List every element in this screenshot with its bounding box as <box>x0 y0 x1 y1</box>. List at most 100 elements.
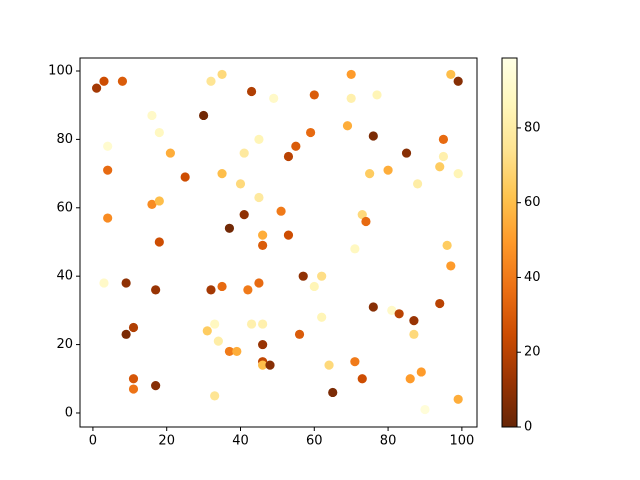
scatter-point <box>206 285 216 295</box>
colorbar-tick-label: 40 <box>524 270 541 285</box>
scatter-point <box>438 134 449 144</box>
scatter-point <box>420 404 430 415</box>
scatter-point <box>235 179 246 189</box>
scatter-point <box>361 216 371 227</box>
scatter-point <box>383 165 393 175</box>
scatter-point <box>254 192 264 203</box>
scatter-point <box>210 391 220 401</box>
scatter-point <box>239 210 249 220</box>
y-tick-label: 0 <box>65 405 73 420</box>
scatter-point <box>258 240 268 251</box>
colorbar <box>501 57 518 428</box>
y-tick-label: 100 <box>48 63 73 78</box>
x-tick-label: 100 <box>449 434 474 449</box>
colorbar-tick-label: 80 <box>524 120 541 135</box>
scatter-point <box>154 196 164 206</box>
y-tick-label: 20 <box>56 337 73 352</box>
scatter-point <box>246 319 257 329</box>
scatter-point <box>298 271 308 281</box>
scatter-point <box>357 374 367 384</box>
scatter-point <box>269 93 279 103</box>
scatter-point <box>412 179 423 189</box>
scatter-point <box>213 336 223 346</box>
scatter-point <box>401 148 412 158</box>
x-tick-label: 20 <box>158 434 175 449</box>
scatter-point <box>147 110 157 121</box>
scatter-point <box>372 90 382 100</box>
scatter-point <box>258 319 268 329</box>
scatter-point <box>294 329 305 339</box>
scatter-point <box>224 223 235 233</box>
scatter-point <box>128 384 139 394</box>
scatter-point <box>154 127 164 138</box>
scatter-point <box>405 374 415 384</box>
scatter-point <box>368 302 378 312</box>
scatter-point <box>246 86 257 97</box>
x-tick-label: 40 <box>232 434 249 449</box>
y-tick-label: 40 <box>56 269 73 284</box>
plot-frame <box>79 57 478 428</box>
scatter-point <box>350 244 360 254</box>
scatter-point <box>151 381 161 391</box>
scatter-point <box>346 69 356 80</box>
scatter-point <box>210 319 220 329</box>
scatter-point <box>202 326 212 336</box>
scatter-point <box>453 394 463 404</box>
scatter-point <box>103 165 113 175</box>
scatter-point <box>291 141 301 151</box>
scatter-point <box>258 230 268 240</box>
scatter-point <box>342 121 353 131</box>
scatter-point <box>435 298 445 309</box>
scatter-point <box>394 309 404 319</box>
scatter-point <box>368 131 378 141</box>
scatter-point <box>165 148 175 158</box>
scatter-point <box>232 346 242 357</box>
x-tick-label: 80 <box>380 434 397 449</box>
scatter-point <box>409 316 419 326</box>
scatter-point <box>180 172 190 182</box>
scatter-point <box>117 76 128 86</box>
scatter-point <box>121 278 131 288</box>
colorbar-tick-label: 60 <box>524 195 541 210</box>
scatter-point <box>154 237 164 247</box>
x-tick-label: 60 <box>306 434 323 449</box>
scatter-point <box>121 329 131 339</box>
scatter-point <box>346 93 356 103</box>
scatter-point <box>258 339 268 350</box>
scatter-point <box>324 360 334 370</box>
scatter-point <box>365 168 375 179</box>
scatter-point <box>243 285 253 295</box>
scatter-point <box>265 360 275 370</box>
colorbar-tick-label: 0 <box>524 420 532 435</box>
scatter-point <box>99 278 109 288</box>
scatter-point <box>217 69 227 80</box>
scatter-point <box>128 374 139 384</box>
y-tick-label: 80 <box>56 132 73 147</box>
scatter-point <box>438 151 449 162</box>
x-tick-label: 0 <box>89 434 97 449</box>
scatter-point <box>357 210 367 220</box>
scatter-point <box>350 357 360 367</box>
scatter-point <box>435 162 445 172</box>
scatter-point <box>446 69 456 80</box>
scatter-point <box>151 285 161 295</box>
scatter-point <box>147 199 157 209</box>
scatter-point <box>409 329 419 339</box>
scatter-point <box>283 230 294 240</box>
y-tick-label: 60 <box>56 200 73 215</box>
scatter-point <box>99 76 109 86</box>
scatter-point <box>258 360 268 370</box>
scatter-point <box>317 312 327 322</box>
scatter-point <box>446 261 456 271</box>
scatter-point <box>309 281 319 292</box>
scatter-point <box>453 168 463 179</box>
scatter-point <box>305 127 316 138</box>
scatter-point <box>103 213 113 223</box>
colorbar-tick-label: 20 <box>524 345 541 360</box>
scatter-point <box>442 240 452 251</box>
scatter-point <box>317 271 327 281</box>
scatter-point <box>387 305 397 315</box>
scatter-point <box>254 134 264 144</box>
scatter-point <box>199 110 209 121</box>
